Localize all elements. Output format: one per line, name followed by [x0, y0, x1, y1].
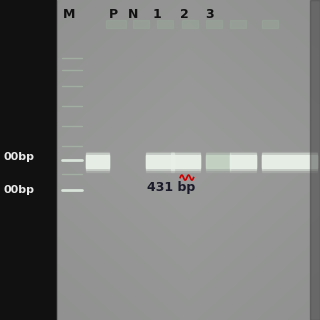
Text: 1: 1 [152, 8, 161, 21]
Bar [230, 156, 256, 170]
Bar [86, 156, 109, 170]
Bar [262, 158, 317, 172]
Bar [0, 0, 56, 320]
Text: 00bp: 00bp [3, 152, 34, 162]
Bar [146, 155, 174, 168]
Bar [86, 152, 109, 165]
Bar [86, 153, 109, 167]
Bar [133, 20, 149, 28]
Bar [206, 153, 230, 167]
Bar [206, 155, 230, 168]
Bar [146, 152, 174, 165]
Bar [86, 158, 109, 172]
Text: 2: 2 [180, 8, 188, 21]
Bar [146, 156, 174, 170]
Text: M: M [63, 8, 75, 21]
Bar [171, 153, 200, 167]
Text: 3: 3 [205, 8, 214, 21]
Bar [171, 155, 200, 168]
Bar [230, 158, 256, 172]
Bar [171, 158, 200, 172]
Bar [262, 155, 317, 168]
Bar [146, 153, 174, 167]
Bar [230, 153, 256, 167]
Bar [310, 0, 320, 320]
Bar [230, 155, 256, 168]
Text: P: P [109, 8, 118, 21]
Text: N: N [128, 8, 138, 21]
Bar [262, 153, 317, 167]
Bar [262, 152, 317, 165]
Text: 00bp: 00bp [3, 185, 34, 196]
Bar [86, 155, 109, 168]
Bar [157, 20, 173, 28]
Bar [262, 20, 278, 28]
Bar [182, 20, 198, 28]
Bar [230, 20, 246, 28]
Text: 431 bp: 431 bp [147, 181, 195, 194]
Bar [171, 152, 200, 165]
Bar [206, 156, 230, 170]
Bar [206, 152, 230, 165]
Bar [206, 158, 230, 172]
Bar [171, 156, 200, 170]
Bar [230, 152, 256, 165]
Bar [206, 20, 222, 28]
Bar [262, 156, 317, 170]
Bar [146, 158, 174, 172]
Bar [106, 20, 126, 28]
